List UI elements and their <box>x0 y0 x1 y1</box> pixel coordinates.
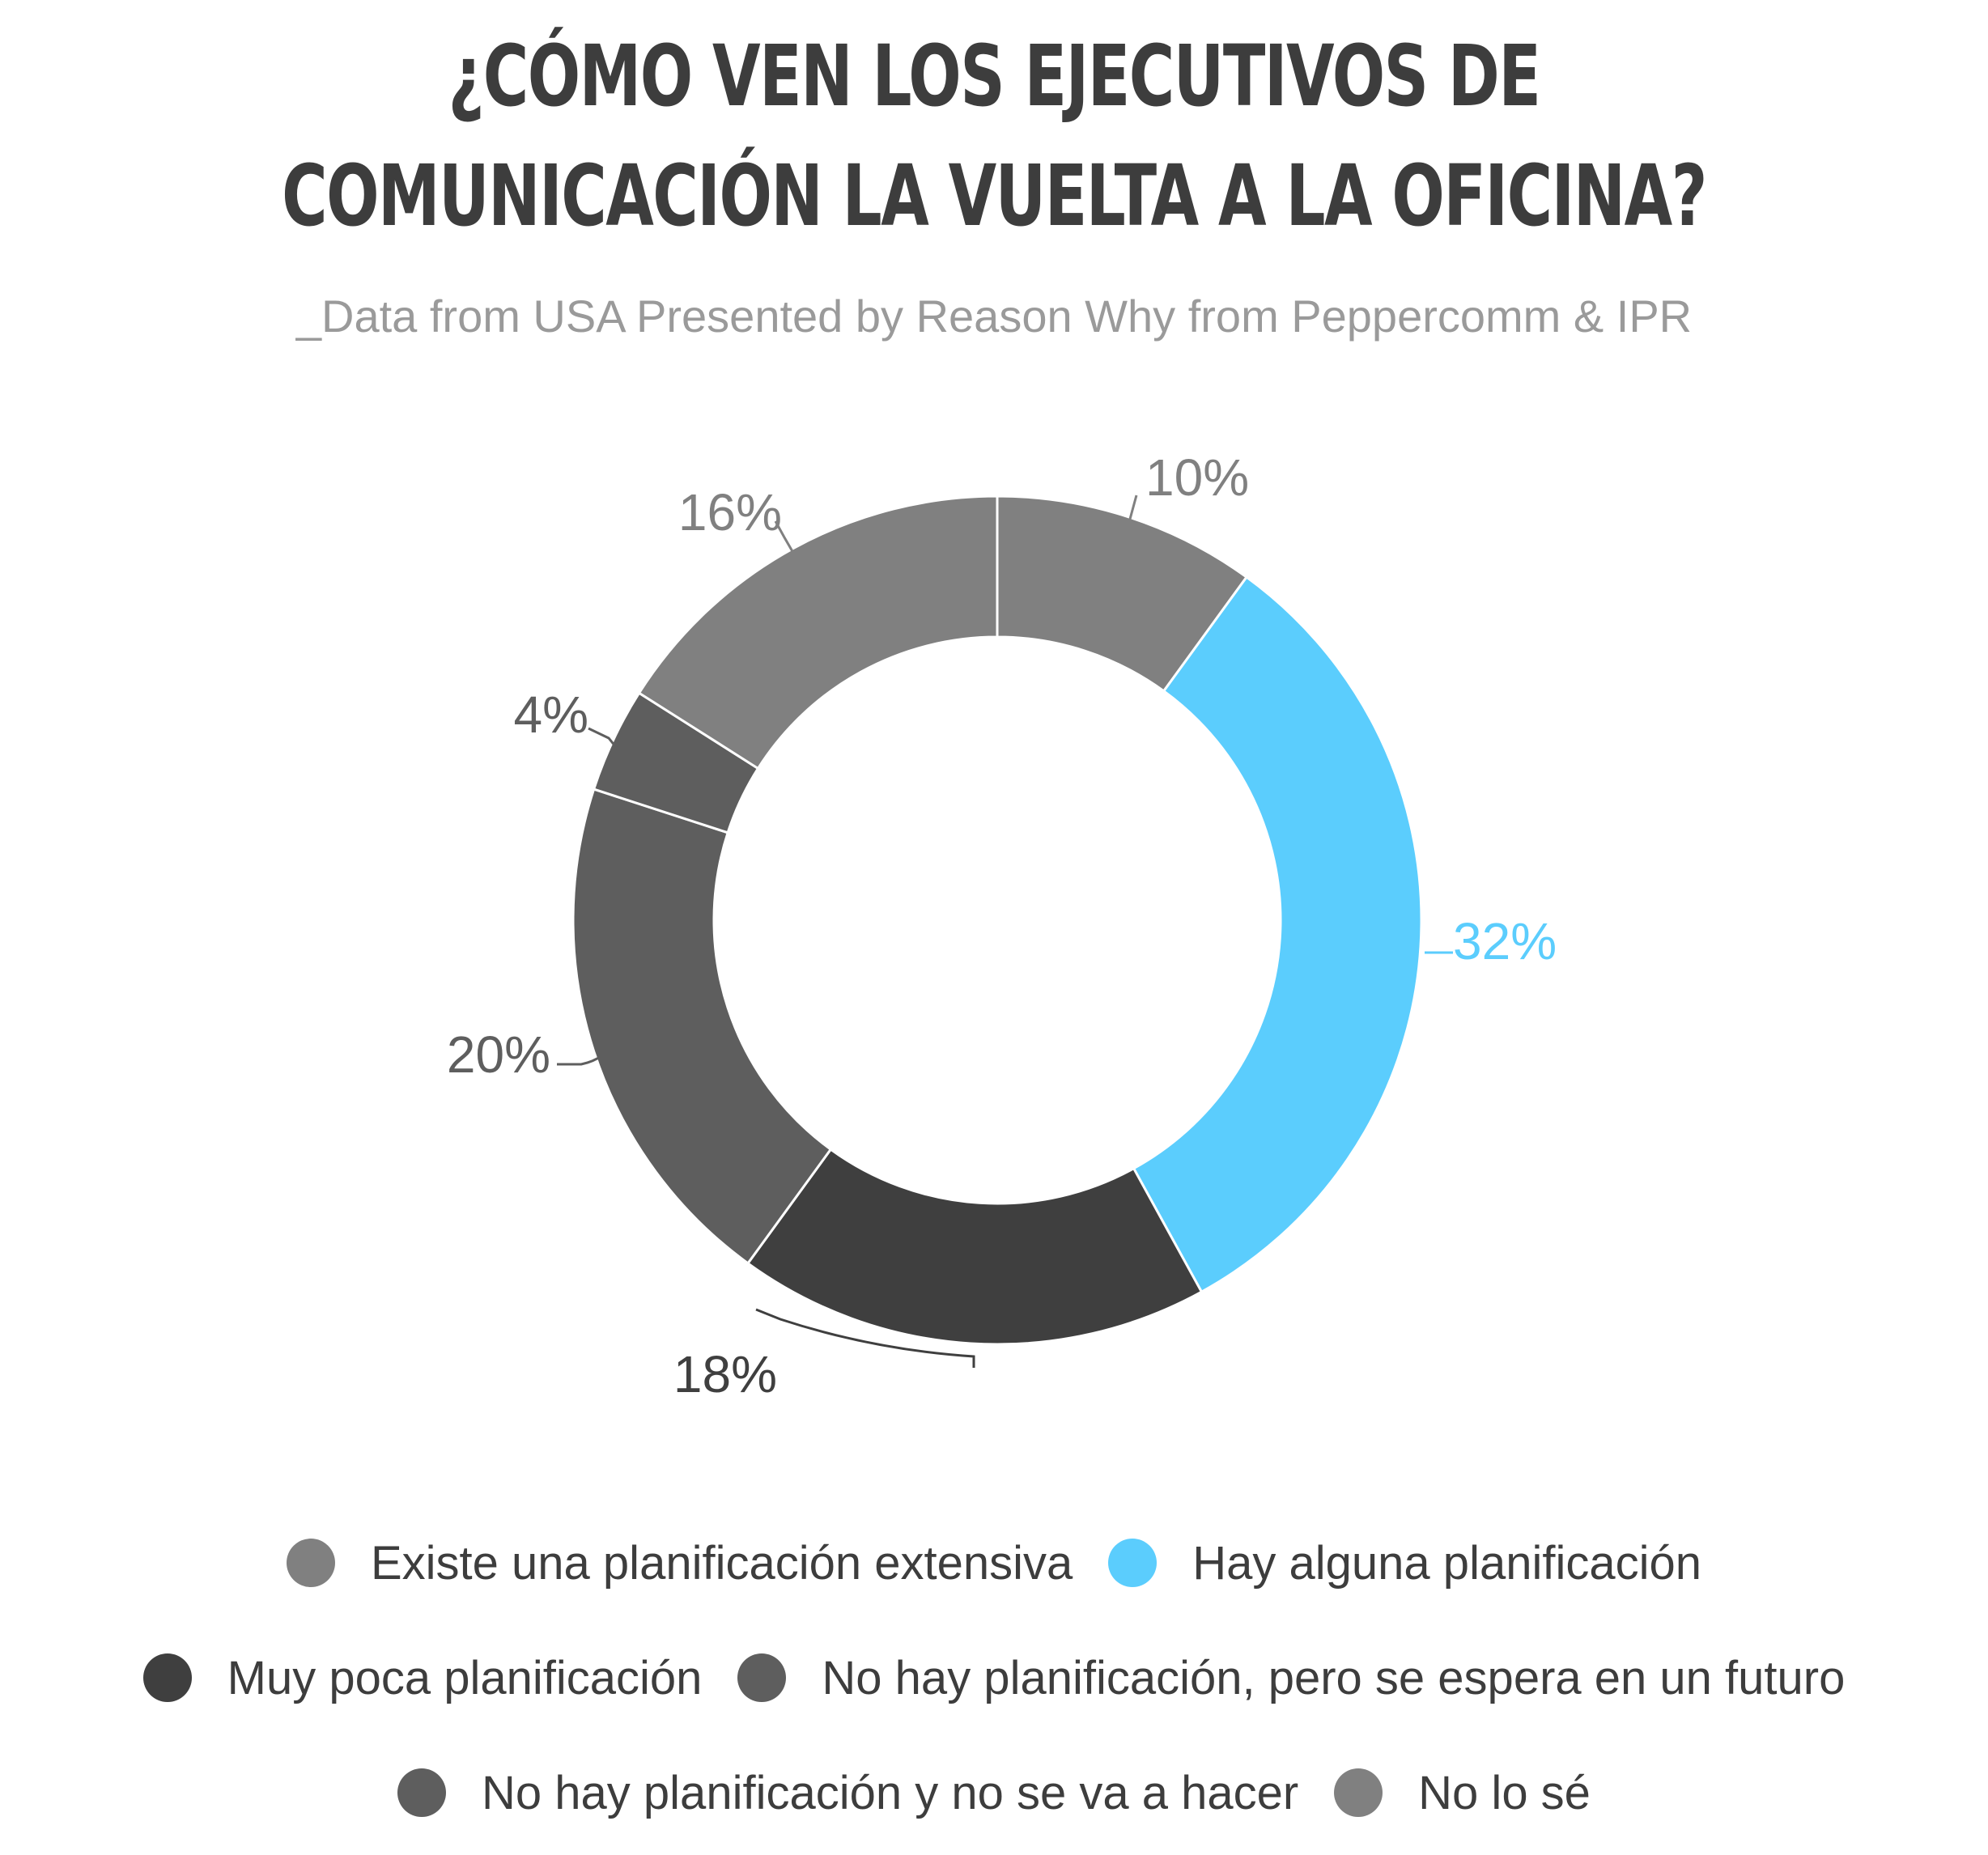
donut-slice <box>1132 575 1423 1294</box>
slice-value-label: 16% <box>678 483 782 541</box>
legend-row: Muy poca planificación No hay planificaci… <box>0 1620 1988 1735</box>
chart-title: ¿CÓMO VEN LOS EJECUTIVOS DE COMUNICACIÓN… <box>0 16 1988 256</box>
legend-label: No hay planificación y no se va a hacer <box>482 1766 1299 1819</box>
chart-legend: Existe una planificación extensiva Hay al… <box>0 1505 1988 1850</box>
leader-line <box>588 727 620 751</box>
legend-label: No hay planificación, pero se espera en … <box>822 1651 1846 1704</box>
legend-label: Existe una planificación extensiva <box>370 1536 1073 1590</box>
legend-label: Hay alguna planificación <box>1192 1536 1702 1590</box>
legend-item: Hay alguna planificación <box>1108 1536 1701 1590</box>
donut-slice <box>637 495 999 770</box>
slice-value-label: 18% <box>673 1345 777 1403</box>
legend-swatch <box>397 1768 447 1817</box>
leader-line <box>755 1308 975 1368</box>
legend-row: No hay planificación y no se va a hacer N… <box>0 1735 1988 1850</box>
leader-line <box>774 520 795 554</box>
legend-swatch <box>286 1539 335 1587</box>
legend-item: No hay planificación y no se va a hacer <box>397 1766 1298 1820</box>
legend-item: No lo sé <box>1334 1766 1591 1820</box>
legend-row: Existe una planificación extensiva Hay al… <box>0 1505 1988 1620</box>
donut-slice <box>746 1148 1204 1346</box>
legend-item: Muy poca planificación <box>142 1651 703 1705</box>
title-line-2: COMUNICACIÓN LA VUELTA A LA OFICINA? <box>282 146 1707 245</box>
legend-swatch <box>737 1653 787 1702</box>
legend-swatch <box>142 1653 192 1702</box>
legend-swatch <box>1334 1768 1383 1817</box>
legend-label: Muy poca planificación <box>227 1651 703 1704</box>
legend-item: Existe una planificación extensiva <box>286 1536 1073 1590</box>
slice-value-label: 4% <box>514 686 589 744</box>
title-line-1: ¿CÓMO VEN LOS EJECUTIVOS DE <box>448 27 1541 125</box>
legend-label: No lo sé <box>1418 1766 1591 1819</box>
leader-line <box>1128 495 1138 523</box>
slice-value-label: 32% <box>1453 912 1557 970</box>
donut-chart: 10% 32% 18% 20% 4% 16% <box>447 448 1557 1403</box>
legend-item: No hay planificación, pero se espera en … <box>737 1651 1845 1705</box>
slice-value-label: 20% <box>447 1025 550 1084</box>
slice-value-label: 10% <box>1145 448 1249 507</box>
chart-subtitle: _Data from USA Presented by Reason Why f… <box>295 291 1693 342</box>
donut-slice <box>571 787 833 1266</box>
leader-line <box>557 1054 603 1066</box>
legend-swatch <box>1108 1539 1158 1587</box>
